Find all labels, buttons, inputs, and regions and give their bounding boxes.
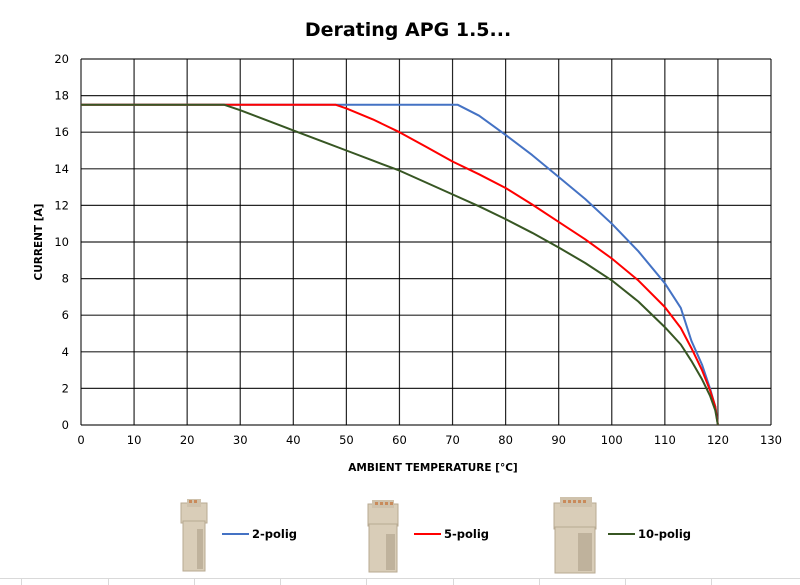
y-tick-label: 20 (54, 52, 69, 66)
x-axis-label: AMBIENT TEMPERATURE [°C] (348, 462, 517, 474)
plot-grid (80, 58, 772, 426)
y-axis-label: CURRENT [A] (33, 204, 45, 281)
connector-10-pole-image (553, 497, 597, 574)
y-axis-ticks: 0 2 4 6 8 10 12 14 16 18 20 (54, 52, 69, 432)
x-tick-label: 80 (498, 433, 513, 447)
series-line-2-polig (81, 103, 719, 426)
sheet-gridlines (0, 578, 800, 585)
connector-2-pole-image (180, 499, 208, 572)
legend-label-2-polig: 2-polig (252, 527, 297, 541)
legend-label-10-polig: 10-polig (638, 527, 691, 541)
y-tick-label: 4 (62, 345, 69, 359)
x-tick-label: 0 (77, 433, 84, 447)
connector-5-pole-image (367, 500, 399, 573)
x-tick-label: 70 (445, 433, 460, 447)
x-tick-label: 20 (180, 433, 195, 447)
y-tick-label: 14 (54, 162, 69, 176)
legend-label-5-polig: 5-polig (444, 527, 489, 541)
x-tick-label: 30 (233, 433, 248, 447)
chart-title: Derating APG 1.5... (305, 19, 511, 41)
x-tick-label: 130 (760, 433, 782, 447)
series-line-5-polig (81, 103, 719, 426)
x-tick-label: 60 (392, 433, 407, 447)
y-tick-label: 16 (54, 125, 69, 139)
y-tick-label: 12 (54, 198, 69, 212)
x-tick-label: 100 (601, 433, 623, 447)
series-line-10-polig (81, 103, 719, 426)
x-tick-label: 10 (127, 433, 142, 447)
y-tick-label: 8 (62, 272, 69, 286)
y-tick-label: 0 (62, 418, 69, 432)
legend: 2-polig 5-polig 10-polig (180, 497, 691, 574)
y-tick-label: 10 (54, 235, 69, 249)
x-tick-label: 120 (707, 433, 729, 447)
y-tick-label: 2 (62, 381, 69, 395)
x-tick-label: 90 (551, 433, 566, 447)
x-tick-label: 110 (654, 433, 676, 447)
x-tick-label: 40 (286, 433, 301, 447)
y-tick-label: 6 (62, 308, 69, 322)
x-tick-label: 50 (339, 433, 354, 447)
x-axis-ticks: 0 10 20 30 40 50 60 70 80 90 100 110 120 130 (77, 433, 782, 447)
data-series (81, 103, 719, 426)
y-tick-label: 18 (54, 89, 69, 103)
